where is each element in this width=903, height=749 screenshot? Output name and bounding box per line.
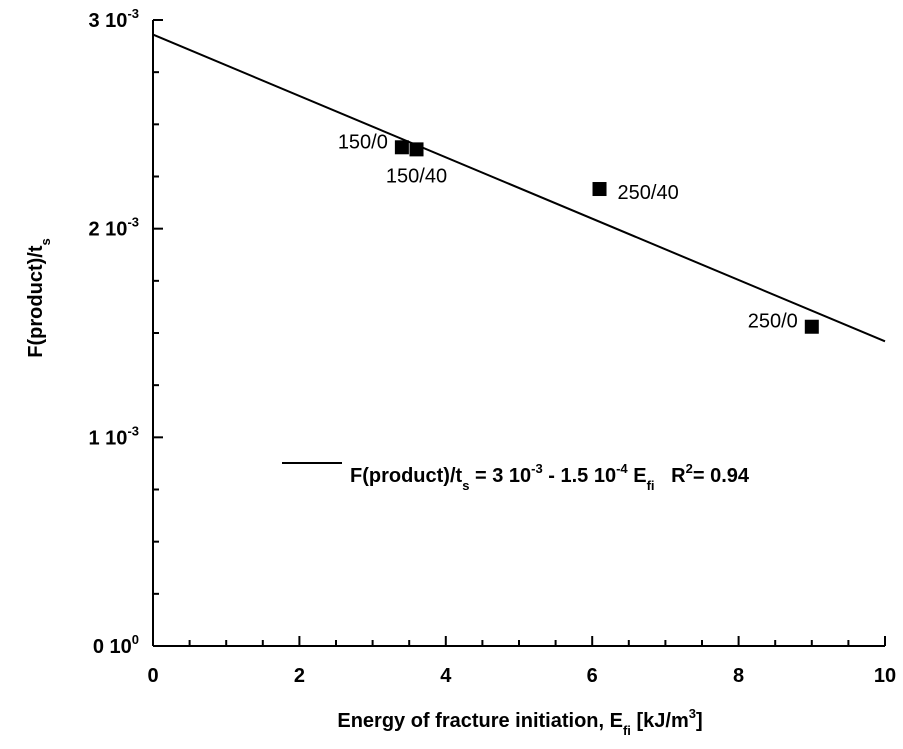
tick-labels: 0 2 4 6 8 10 0 100 1 10-3 2 10-3 3 10-3 bbox=[89, 6, 897, 687]
data-point bbox=[592, 182, 607, 197]
x-tick-label: 0 bbox=[147, 665, 158, 687]
fit-line-group bbox=[152, 33, 886, 343]
x-tick-label: 6 bbox=[587, 665, 598, 687]
data-point bbox=[394, 140, 409, 155]
y-axis-title: F(product)/ts bbox=[25, 238, 53, 357]
data-points: 150/0 150/40 250/40 250/0 bbox=[338, 131, 819, 334]
point-label: 150/40 bbox=[386, 165, 447, 187]
x-tick-label: 8 bbox=[733, 665, 744, 687]
y-tick-label: 1 10-3 bbox=[89, 423, 140, 449]
legend-label: F(product)/ts = 3 10-3 - 1.5 10-4 Efi R2… bbox=[350, 461, 750, 493]
y-tick-label: 0 100 bbox=[93, 632, 139, 658]
legend: F(product)/ts = 3 10-3 - 1.5 10-4 Efi R2… bbox=[282, 461, 750, 493]
data-point bbox=[804, 319, 819, 334]
point-label: 150/0 bbox=[338, 131, 388, 153]
data-point bbox=[409, 142, 424, 157]
point-label: 250/40 bbox=[618, 182, 679, 204]
x-tick-label: 10 bbox=[874, 665, 896, 687]
y-tick-label: 2 10-3 bbox=[89, 215, 140, 241]
fit-line bbox=[152, 33, 886, 343]
x-axis-title: Energy of fracture initiation, Efi [kJ/m… bbox=[337, 706, 702, 738]
ticks bbox=[152, 19, 886, 647]
point-label: 250/0 bbox=[748, 311, 798, 333]
x-tick-label: 2 bbox=[294, 665, 305, 687]
x-tick-label: 4 bbox=[440, 665, 452, 687]
y-tick-label: 3 10-3 bbox=[89, 6, 140, 32]
axes bbox=[152, 20, 885, 647]
